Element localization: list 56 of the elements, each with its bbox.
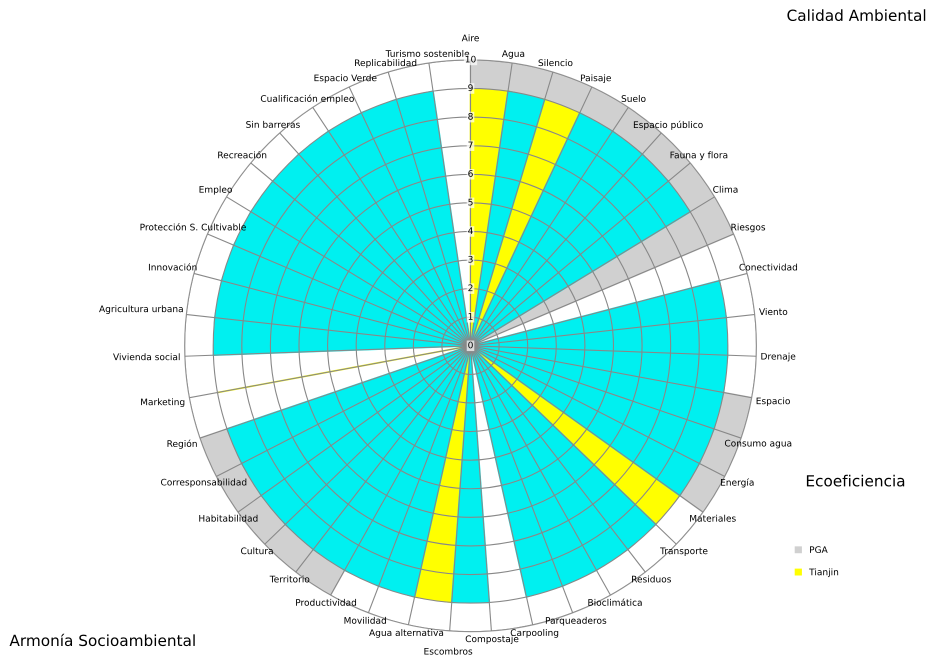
legend-label: PGA	[810, 546, 828, 554]
spoke-label: Materiales	[690, 514, 736, 522]
y-tick-label: 9	[468, 84, 473, 92]
spoke-label: Fauna y flora	[670, 151, 728, 160]
spoke-label: Bioclimática	[588, 598, 642, 606]
y-tick-label: 1	[468, 313, 473, 320]
spoke-label: Empleo	[200, 186, 232, 195]
spoke-label: Habitabilidad	[199, 514, 258, 522]
spoke-label: Residuos	[632, 576, 671, 583]
spoke-label: Agua alternativa	[369, 629, 444, 638]
y-tick-label: 2	[468, 284, 472, 292]
spoke-label: Viento	[759, 308, 788, 316]
spoke-label: Riesgos	[731, 223, 766, 232]
spoke-label: Silencio	[538, 59, 572, 66]
spoke-label: Drenaje	[761, 352, 796, 362]
spoke-label: Movilidad	[344, 616, 386, 624]
spoke-label: Turismo sostenible	[386, 50, 470, 57]
y-tick-label: 7	[468, 142, 473, 148]
y-tick-label: 4	[468, 227, 473, 234]
spoke-label: Productividad	[296, 598, 356, 606]
y-tick-label: 5	[468, 198, 473, 206]
y-tick-label: 3	[468, 256, 473, 263]
spoke-label: Cultura	[241, 547, 273, 554]
spoke-label: Región	[168, 440, 197, 449]
spoke-label: Cualificación empleo	[260, 94, 354, 104]
text: Armonía Socioambiental	[10, 634, 195, 646]
spoke-label: Suelo	[622, 95, 646, 102]
spoke-label: Parqueaderos	[546, 616, 606, 626]
spoke-label: Escombros	[424, 648, 472, 655]
spoke-label: Consumo agua	[724, 440, 792, 448]
y-tick-label: 0	[468, 342, 473, 348]
spoke-label: Transporte	[660, 548, 708, 556]
spoke-label: Replicabilidad	[355, 59, 416, 68]
spoke-label: Aire	[462, 34, 479, 42]
spoke-label: Innovación	[148, 263, 197, 271]
spoke-label: Paisaje	[580, 74, 611, 84]
y-tick-label: 6	[468, 170, 473, 177]
spoke-label: Vivienda social	[113, 353, 180, 360]
spoke-label: Espacio público	[634, 120, 703, 130]
spoke-label: Clima	[713, 186, 738, 193]
spoke-label: Agricultura urbana	[99, 305, 183, 314]
spoke-label: Espacio Verde	[314, 74, 377, 84]
spoke-label: Sin barreras	[246, 120, 300, 128]
spoke-label: Territorio	[270, 576, 310, 583]
y-tick-label: 10	[466, 56, 476, 63]
spoke-label: Recreación	[218, 151, 266, 158]
legend-label: Tianjin	[809, 568, 838, 578]
spoke-label: Conectividad	[739, 264, 798, 271]
spoke-label: Energía	[720, 478, 754, 488]
spoke-label: Agua	[502, 50, 524, 59]
text: Calidad Ambiental	[787, 9, 926, 22]
text: Ecoeficiencia	[806, 474, 904, 487]
y-tick-label: 8	[468, 112, 473, 120]
spoke-label: Marketing	[141, 398, 184, 408]
spoke-label: Corresponsabilidad	[161, 478, 246, 488]
spoke-label: Espacio	[756, 397, 790, 406]
